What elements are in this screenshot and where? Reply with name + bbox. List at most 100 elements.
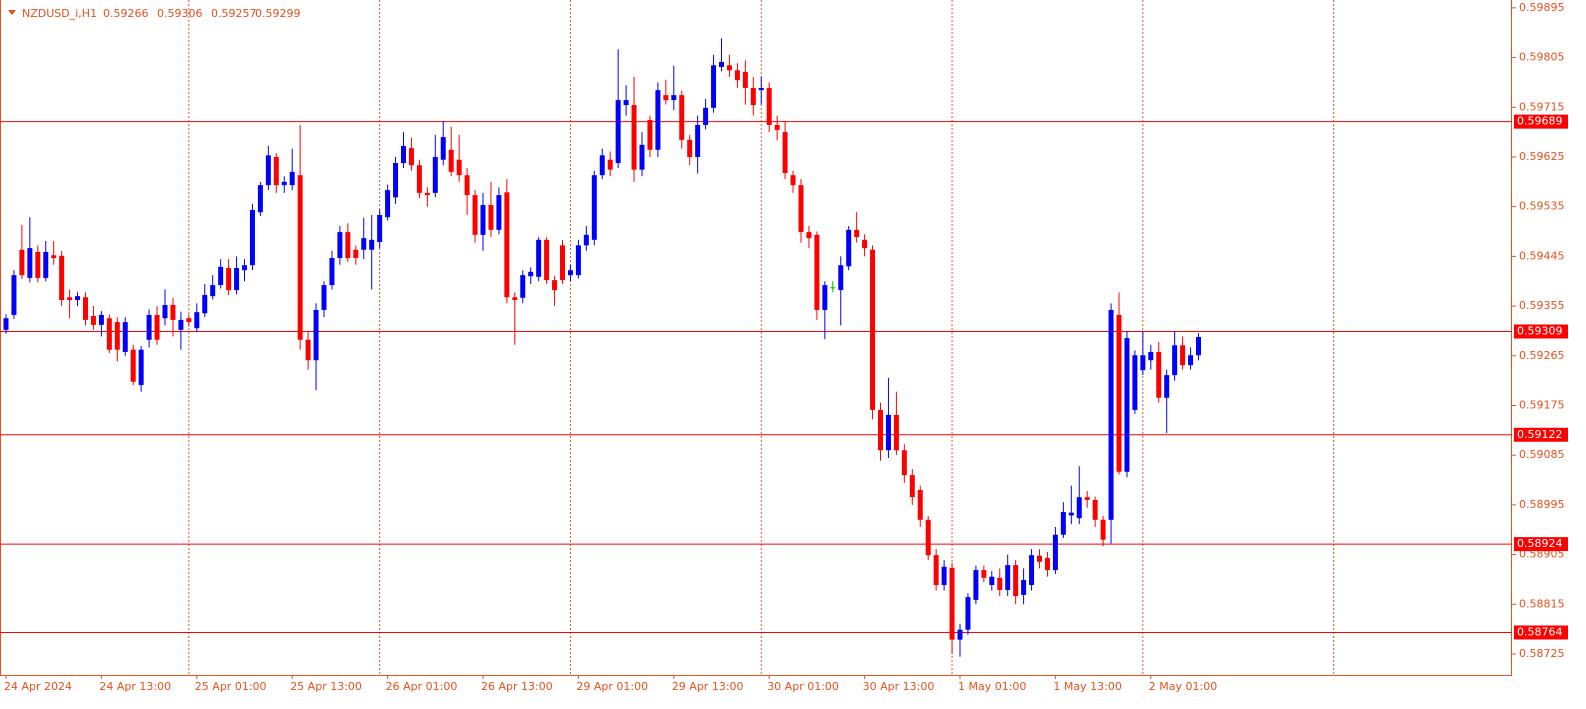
candle-body xyxy=(162,304,168,319)
candle-body xyxy=(440,137,446,160)
candle-body xyxy=(830,287,836,289)
x-tick-label: 1 May 01:00 xyxy=(958,680,1026,693)
candle-body xyxy=(106,318,112,350)
candle-body xyxy=(711,65,717,108)
candle-body xyxy=(401,145,406,164)
candle-body xyxy=(854,229,860,238)
candle-body xyxy=(790,175,796,186)
candle-body xyxy=(552,280,558,291)
x-tick-label: 29 Apr 01:00 xyxy=(576,680,648,693)
x-tick-label: 30 Apr 13:00 xyxy=(863,680,935,693)
x-tick-label: 25 Apr 01:00 xyxy=(195,680,267,693)
y-tick-label: 0.58725 xyxy=(1519,647,1565,660)
candle-body xyxy=(361,238,367,250)
candle-body xyxy=(1029,555,1035,585)
candle-body xyxy=(989,576,995,585)
candle-body xyxy=(695,124,701,157)
level-label: 0.58764 xyxy=(1517,625,1563,638)
y-tick-label: 0.59625 xyxy=(1519,150,1565,163)
candle-body xyxy=(11,275,17,315)
candle-body xyxy=(393,163,399,198)
candle-body xyxy=(862,239,868,249)
candle-body xyxy=(1084,497,1090,500)
candle-body xyxy=(130,349,136,382)
candle-body xyxy=(703,107,709,125)
candle-body xyxy=(599,155,605,176)
candle-body xyxy=(408,148,414,166)
candle-body xyxy=(766,87,772,125)
candle-body xyxy=(798,185,804,233)
candle-body xyxy=(567,270,573,276)
candle-body xyxy=(242,265,247,271)
header-close: 0.59299 xyxy=(255,7,301,20)
candle-body xyxy=(965,597,971,630)
candle-body xyxy=(1052,534,1058,571)
candle-body xyxy=(838,265,844,291)
candle-body xyxy=(27,248,33,278)
candle-body xyxy=(488,205,494,230)
candle-body xyxy=(146,314,152,340)
candle-body xyxy=(83,297,88,320)
candle-body xyxy=(949,567,955,640)
y-tick-label: 0.59445 xyxy=(1519,249,1565,262)
symbol-label: NZDUSD_i,H1 xyxy=(22,7,97,20)
candle-body xyxy=(1060,512,1066,535)
candle-body xyxy=(504,192,510,298)
x-tick-label: 1 May 13:00 xyxy=(1053,680,1121,693)
candle-body xyxy=(560,245,565,281)
candle-body xyxy=(1076,497,1082,519)
candle-body xyxy=(623,100,629,106)
candle-body xyxy=(1005,565,1011,590)
candle-body xyxy=(114,322,120,350)
candle-body xyxy=(43,251,49,278)
x-tick-label: 25 Apr 13:00 xyxy=(290,680,362,693)
level-label-box xyxy=(1514,537,1568,552)
x-tick-label: 24 Apr 2024 xyxy=(4,680,72,693)
candle-body xyxy=(1132,355,1138,410)
y-tick-label: 0.59355 xyxy=(1519,299,1565,312)
candle-body xyxy=(734,70,740,81)
candle-body xyxy=(925,519,931,556)
candle-body xyxy=(313,309,319,361)
candle-body xyxy=(1116,314,1122,472)
candle-body xyxy=(615,100,621,164)
candle-body xyxy=(75,296,81,301)
candle-body xyxy=(424,192,430,196)
candle-body xyxy=(385,190,391,218)
candle-body xyxy=(67,297,73,301)
candle-body xyxy=(671,95,677,101)
candle-body xyxy=(186,318,192,323)
candle-body xyxy=(607,159,613,170)
y-tick-label: 0.59265 xyxy=(1519,349,1565,362)
x-tick-label: 26 Apr 13:00 xyxy=(481,680,553,693)
level-label-box xyxy=(1514,114,1568,129)
candle-body xyxy=(1188,355,1194,366)
candle-body xyxy=(218,266,224,286)
candle-body xyxy=(35,251,41,278)
level-label-box xyxy=(1514,324,1568,339)
candle-body xyxy=(520,275,526,298)
candle-body xyxy=(758,87,764,91)
candle-body xyxy=(1044,557,1050,571)
candle-body xyxy=(973,570,979,600)
candle-body xyxy=(663,95,669,101)
x-tick-label: 26 Apr 01:00 xyxy=(386,680,458,693)
y-tick-label: 0.58995 xyxy=(1519,498,1565,511)
candle-body xyxy=(202,295,208,314)
candle-body xyxy=(1164,375,1170,398)
candle-body xyxy=(480,205,486,235)
candle-body xyxy=(456,159,462,176)
candle-body xyxy=(687,139,693,157)
candle-body xyxy=(1180,345,1186,366)
candle-body xyxy=(870,249,876,410)
candle-body xyxy=(170,304,176,320)
header-low: 0.59257 xyxy=(211,7,257,20)
level-label: 0.59309 xyxy=(1517,324,1563,337)
header-high: 0.59306 xyxy=(157,7,203,20)
candle-body xyxy=(337,232,343,259)
candle-body xyxy=(472,195,478,235)
candle-body xyxy=(822,285,828,310)
candle-body xyxy=(878,409,883,451)
candle-body xyxy=(1124,338,1130,472)
candle-body xyxy=(464,175,470,196)
